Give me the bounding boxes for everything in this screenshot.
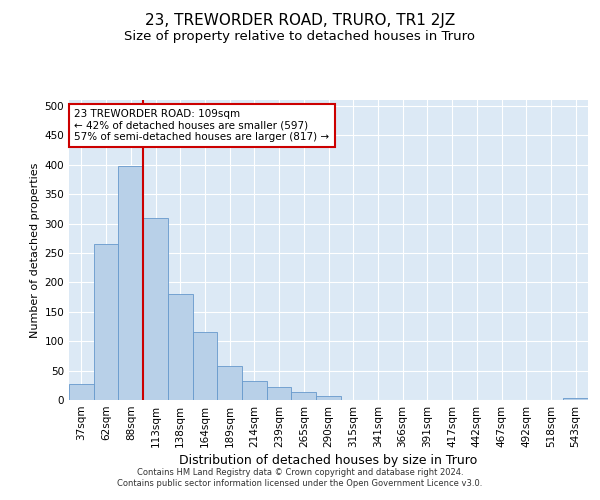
Bar <box>143 218 168 400</box>
Bar <box>563 398 588 400</box>
Bar <box>242 381 267 400</box>
Y-axis label: Number of detached properties: Number of detached properties <box>30 162 40 338</box>
Text: 23, TREWORDER ROAD, TRURO, TR1 2JZ: 23, TREWORDER ROAD, TRURO, TR1 2JZ <box>145 12 455 28</box>
Bar <box>292 392 316 400</box>
Bar <box>118 166 143 400</box>
Bar <box>69 384 94 400</box>
Bar <box>94 244 118 400</box>
Text: 23 TREWORDER ROAD: 109sqm
← 42% of detached houses are smaller (597)
57% of semi: 23 TREWORDER ROAD: 109sqm ← 42% of detac… <box>74 109 329 142</box>
Bar <box>217 366 242 400</box>
Text: Contains HM Land Registry data © Crown copyright and database right 2024.
Contai: Contains HM Land Registry data © Crown c… <box>118 468 482 487</box>
Text: Size of property relative to detached houses in Truro: Size of property relative to detached ho… <box>125 30 476 43</box>
Bar <box>168 294 193 400</box>
Bar <box>316 396 341 400</box>
Bar <box>267 387 292 400</box>
Bar <box>193 332 217 400</box>
X-axis label: Distribution of detached houses by size in Truro: Distribution of detached houses by size … <box>179 454 478 467</box>
